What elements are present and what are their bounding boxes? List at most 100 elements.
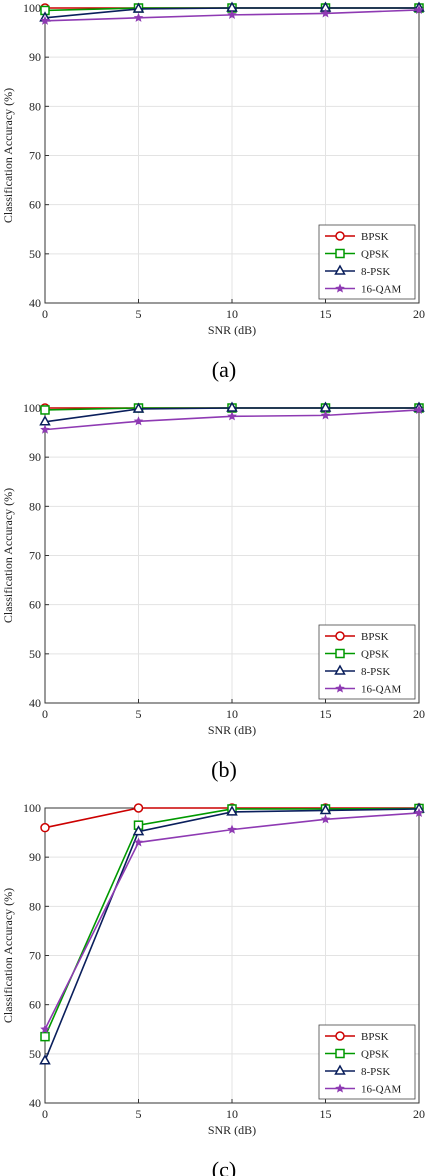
data-point-bpsk xyxy=(40,822,50,833)
data-point-8-psk xyxy=(319,803,332,815)
legend-marker xyxy=(335,1083,345,1093)
legend-label: 8-PSK xyxy=(361,1066,390,1078)
y-tick-label: 70 xyxy=(29,549,41,563)
data-point-16-qam xyxy=(133,416,144,426)
series-16-qam xyxy=(40,404,424,434)
series-16-qam xyxy=(40,4,424,25)
legend-marker xyxy=(335,248,345,259)
data-point-16-qam xyxy=(320,410,331,420)
legend-label: 16-QAM xyxy=(361,1084,402,1096)
legend-label: BPSK xyxy=(361,1031,389,1043)
data-point-16-qam xyxy=(133,12,144,22)
legend-marker xyxy=(335,1048,345,1059)
y-tick-label: 40 xyxy=(29,696,41,710)
chart-panel-a: 40 50 60 70 80 90 100 0 5 10 15 20 SNR (dB) Classific… xyxy=(1,1,425,382)
x-tick-label: 10 xyxy=(226,1107,238,1121)
x-tick-label: 5 xyxy=(136,1107,142,1121)
legend: BPSK QPSK 8-PSK 16-QAM xyxy=(318,224,416,300)
data-point-16-qam xyxy=(414,4,424,15)
x-axis-label: SNR (dB) xyxy=(208,1123,256,1137)
legend-box xyxy=(318,1024,416,1100)
data-point-16-qam xyxy=(40,1024,50,1034)
x-tick-label: 0 xyxy=(42,1107,48,1121)
data-point-8-psk xyxy=(132,402,145,413)
y-tick-label: 50 xyxy=(29,1047,41,1061)
legend-label: QPSK xyxy=(361,1049,389,1061)
legend-label: QPSK xyxy=(361,649,389,661)
data-point-8-psk xyxy=(132,2,145,13)
y-tick-label: 60 xyxy=(29,998,41,1012)
y-tick-label: 80 xyxy=(29,899,41,913)
x-tick-label: 20 xyxy=(413,307,425,321)
legend-label: QPSK xyxy=(361,249,389,261)
panel-caption: (a) xyxy=(212,357,236,382)
legend-marker xyxy=(334,664,346,675)
legend: BPSK QPSK 8-PSK 16-QAM xyxy=(318,624,416,700)
series-8-psk xyxy=(39,802,425,1065)
x-tick-label: 15 xyxy=(320,707,332,721)
y-tick-label: 90 xyxy=(29,450,41,464)
data-point-16-qam xyxy=(40,424,50,434)
x-tick-label: 0 xyxy=(42,307,48,321)
y-tick-label: 90 xyxy=(29,50,41,64)
y-tick-label: 60 xyxy=(29,198,41,212)
data-point-16-qam xyxy=(320,8,331,18)
data-point-16-qam xyxy=(227,824,237,834)
y-tick-label: 90 xyxy=(29,850,41,864)
y-axis-label: Classification Accuracy (%) xyxy=(1,488,15,623)
legend-box xyxy=(318,224,416,300)
legend-marker xyxy=(334,264,346,275)
legend-marker xyxy=(335,683,345,693)
data-point-16-qam xyxy=(133,837,144,847)
legend-label: 16-QAM xyxy=(361,684,402,696)
y-tick-label: 70 xyxy=(29,149,41,163)
series-16-qam xyxy=(40,807,424,1034)
x-tick-label: 10 xyxy=(226,307,238,321)
legend-marker xyxy=(335,631,345,641)
legend-marker xyxy=(335,1031,345,1041)
y-tick-label: 60 xyxy=(29,598,41,612)
y-tick-label: 80 xyxy=(29,499,41,513)
data-point-16-qam xyxy=(414,807,424,817)
legend-marker xyxy=(335,648,345,659)
legend-box xyxy=(318,624,416,700)
panel-caption: (c) xyxy=(212,1157,236,1176)
series-8-psk xyxy=(39,401,425,426)
data-point-16-qam xyxy=(40,15,50,25)
data-point-qpsk xyxy=(40,1031,50,1042)
legend-marker xyxy=(335,283,345,293)
y-axis-label: Classification Accuracy (%) xyxy=(1,888,15,1023)
y-tick-label: 80 xyxy=(29,99,41,113)
x-tick-label: 10 xyxy=(226,707,238,721)
x-axis-label: SNR (dB) xyxy=(208,723,256,737)
legend-marker xyxy=(335,231,345,241)
panel-caption: (b) xyxy=(211,757,237,782)
y-tick-label: 100 xyxy=(23,1,41,15)
y-tick-label: 40 xyxy=(29,1096,41,1110)
chart-panel-c: 40 50 60 70 80 90 100 0 5 10 15 20 SNR (dB) Classific… xyxy=(1,801,425,1176)
data-point-bpsk xyxy=(133,803,144,813)
y-tick-label: 50 xyxy=(29,247,41,261)
data-point-8-psk xyxy=(226,805,238,816)
y-tick-label: 50 xyxy=(29,647,41,661)
x-tick-label: 20 xyxy=(413,1107,425,1121)
y-tick-label: 40 xyxy=(29,296,41,310)
x-tick-label: 15 xyxy=(320,1107,332,1121)
data-point-qpsk xyxy=(40,405,50,415)
data-point-8-psk xyxy=(39,1054,51,1065)
legend: BPSK QPSK 8-PSK 16-QAM xyxy=(318,1024,416,1100)
y-tick-label: 100 xyxy=(23,801,41,815)
y-axis-label: Classification Accuracy (%) xyxy=(1,88,15,223)
data-point-16-qam xyxy=(227,9,237,19)
legend-label: BPSK xyxy=(361,631,389,643)
chart-panel-b: 40 50 60 70 80 90 100 0 5 10 15 20 SNR (dB) Classific… xyxy=(1,401,425,782)
x-tick-label: 20 xyxy=(413,707,425,721)
x-axis-label: SNR (dB) xyxy=(208,323,256,337)
y-tick-label: 100 xyxy=(23,401,41,415)
x-tick-label: 15 xyxy=(320,307,332,321)
data-point-8-psk xyxy=(132,825,145,836)
x-tick-label: 0 xyxy=(42,707,48,721)
legend-label: 8-PSK xyxy=(361,266,390,278)
x-tick-label: 5 xyxy=(136,707,142,721)
